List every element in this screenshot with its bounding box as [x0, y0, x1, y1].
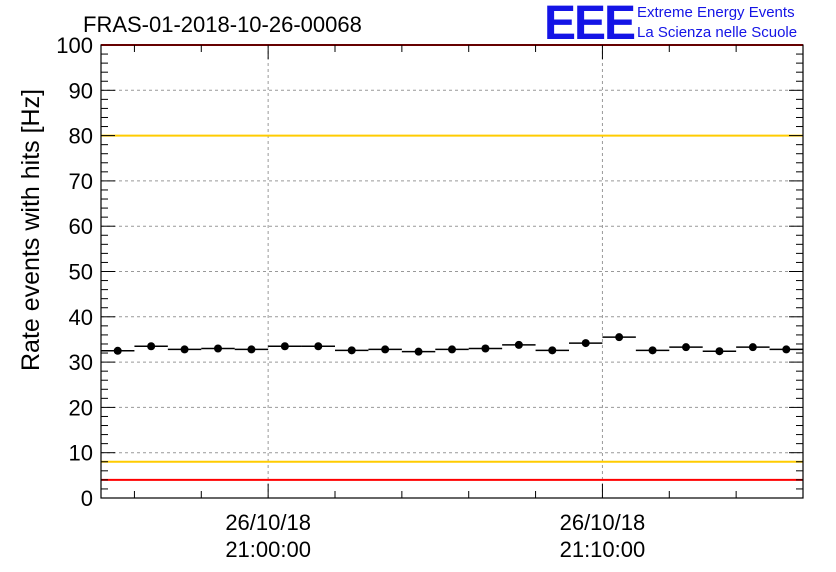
data-point: [314, 342, 323, 351]
y-tick-label: 10: [69, 441, 93, 466]
logo-line-1: Extreme Energy Events: [637, 4, 795, 21]
data-point: [448, 345, 456, 354]
data-point: [247, 345, 256, 354]
data-point: [682, 343, 690, 352]
y-tick-label: 60: [69, 214, 93, 239]
x-tick-label-date: 26/10/18: [225, 510, 311, 535]
data-point: [147, 342, 156, 351]
y-tick-label: 50: [69, 260, 93, 285]
y-tick-label: 80: [69, 124, 93, 149]
data-point: [648, 346, 657, 355]
data-point: [581, 339, 590, 348]
data-point: [347, 346, 356, 355]
data-point: [548, 346, 557, 355]
y-tick-label: 40: [69, 305, 93, 330]
y-tick-label: 20: [69, 395, 93, 420]
data-point: [748, 343, 757, 352]
y-tick-label: 100: [56, 33, 93, 58]
x-tick-label-time: 21:00:00: [225, 537, 311, 562]
data-point: [113, 346, 122, 355]
logo-line-2: La Scienza nelle Scuole: [637, 24, 798, 41]
data-point: [280, 342, 289, 351]
y-tick-label: 30: [69, 350, 93, 375]
y-tick-label: 70: [69, 169, 93, 194]
data-point: [414, 347, 423, 356]
data-point: [381, 345, 390, 354]
x-tick-label-time: 21:10:00: [560, 537, 646, 562]
chart-title: FRAS-01-2018-10-26-00068: [83, 12, 362, 37]
data-point: [715, 347, 724, 356]
x-tick-label-date: 26/10/18: [560, 510, 646, 535]
data-point: [214, 344, 222, 353]
y-tick-label: 90: [69, 78, 93, 103]
data-point: [481, 344, 490, 353]
data-point: [180, 345, 189, 354]
data-point: [514, 340, 523, 349]
y-tick-label: 0: [81, 486, 93, 511]
data-point: [615, 333, 624, 342]
eee-logo-mark: EEE: [544, 0, 636, 50]
data-point: [782, 345, 791, 354]
